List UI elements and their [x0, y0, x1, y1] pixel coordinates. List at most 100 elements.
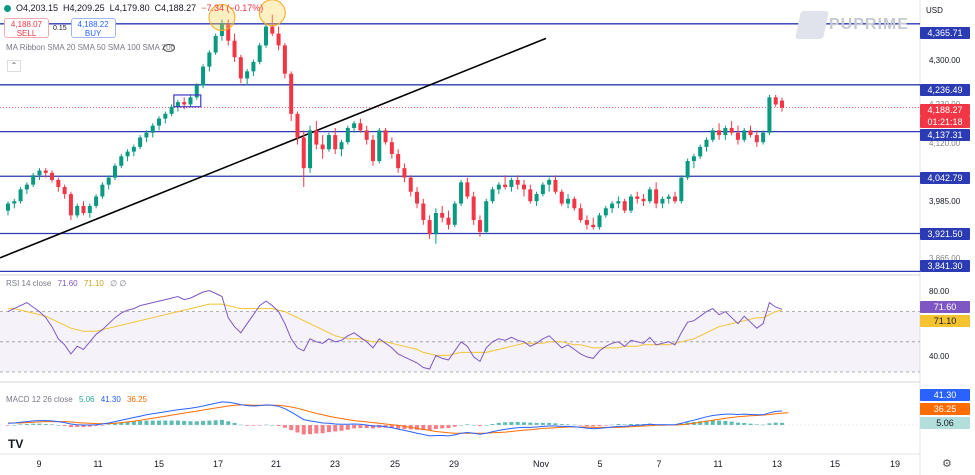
- trendline[interactable]: [0, 37, 547, 259]
- candle-body: [471, 196, 476, 221]
- rsi-band: [0, 311, 920, 373]
- macd-histogram-bar: [62, 425, 67, 427]
- macd-histogram-bar: [333, 425, 338, 432]
- level-badge[interactable]: 4,137.31: [920, 129, 970, 141]
- candle-body: [540, 184, 545, 195]
- candle-body: [459, 182, 464, 204]
- candle-body: [717, 130, 722, 136]
- macd-histogram-bar: [81, 425, 86, 428]
- candle-body: [383, 130, 388, 143]
- candle-body: [735, 132, 740, 140]
- rsi-badge: 71.60: [920, 301, 970, 313]
- level-badge[interactable]: 4,236.49: [920, 84, 970, 96]
- candle-body: [358, 123, 363, 131]
- candle-body: [396, 153, 401, 169]
- settings-icon[interactable]: ⚙: [942, 458, 952, 470]
- candle-body: [780, 100, 784, 108]
- macd-histogram-bar: [729, 421, 734, 425]
- candle-body: [43, 170, 48, 173]
- ohlc-close: C4,188.27: [154, 3, 197, 13]
- macd-histogram-bar: [591, 425, 596, 427]
- macd-histogram-bar: [94, 425, 99, 427]
- macd-badge: 41.30: [920, 389, 970, 401]
- candle-body: [421, 203, 426, 221]
- price-tick: 3,865.00: [929, 254, 961, 263]
- sell-button[interactable]: 4,188.07 SELL: [4, 18, 49, 38]
- rsi-ma-badge: 71.10: [920, 315, 970, 327]
- candle-body: [157, 118, 162, 126]
- candle-body: [654, 189, 659, 204]
- candle-body: [201, 66, 206, 86]
- tradingview-logo[interactable]: TV: [8, 437, 24, 451]
- macd-histogram-bar: [440, 425, 445, 429]
- price-tick: 3,985.00: [929, 197, 961, 206]
- candle-body: [226, 24, 231, 41]
- time-tick-label: 11: [93, 459, 103, 469]
- level-badge[interactable]: 3,921.50: [920, 228, 970, 240]
- rsi-band-fill: [0, 311, 920, 372]
- candle-body: [264, 26, 268, 46]
- candle-body: [138, 137, 143, 147]
- ohlc-open: O4,203.15: [16, 3, 59, 13]
- macd-legend[interactable]: MACD 12 26 close 5.06 41.30 36.25: [6, 395, 147, 404]
- candle-body: [320, 144, 325, 150]
- macd-histogram-bar: [56, 425, 61, 426]
- rsi-legend[interactable]: RSI 14 close 71.60 71.10 ∅ ∅: [6, 279, 126, 288]
- puprime-logo-icon: [795, 11, 829, 39]
- level-badge[interactable]: 4,365.71: [920, 27, 970, 39]
- macd-histogram-bar: [742, 422, 747, 425]
- level-badge[interactable]: 4,042.79: [920, 172, 970, 184]
- macd-histogram-bar: [12, 425, 17, 426]
- macd-histogram-bar: [503, 422, 508, 425]
- candle-body: [131, 146, 136, 152]
- ma-ribbon-label[interactable]: MA Ribbon SMA 20 SMA 50 SMA 100 SMA 200: [6, 43, 175, 52]
- macd-histogram-bar: [43, 423, 48, 425]
- macd-histogram-bar: [358, 425, 363, 429]
- candle-body: [704, 139, 709, 147]
- candle-body: [742, 130, 747, 140]
- macd-histogram-bar: [704, 420, 709, 425]
- rsi-extra: ∅ ∅: [110, 279, 127, 288]
- level-badge[interactable]: 3,841.30: [920, 260, 970, 272]
- rsi-ma-value: 71.10: [83, 279, 104, 288]
- candle-body: [169, 106, 174, 114]
- candle-body: [270, 26, 275, 34]
- macd-histogram-bar: [282, 425, 287, 428]
- macd-histogram-bar: [477, 425, 482, 427]
- macd-histogram-bar: [106, 424, 111, 425]
- candle-body: [635, 196, 640, 199]
- collapse-icon[interactable]: ⌃: [7, 60, 21, 72]
- macd-histogram-bar: [232, 422, 237, 425]
- time-tick-label: 23: [329, 459, 341, 469]
- macd-histogram-bar: [628, 423, 633, 425]
- macd-histogram-bar: [37, 423, 42, 425]
- hist-badge: 5.06: [920, 417, 970, 429]
- candle-body: [182, 102, 187, 105]
- macd-histogram-bar: [534, 422, 539, 425]
- macd-histogram-bar: [415, 425, 420, 430]
- annotations[interactable]: [173, 0, 286, 108]
- candle-body: [364, 130, 369, 140]
- macd-histogram-bar: [188, 421, 193, 425]
- candle-body: [452, 203, 457, 225]
- macd-histogram-bar: [622, 424, 627, 425]
- time-tick-label: Nov: [532, 459, 550, 469]
- signal-line: [8, 404, 789, 434]
- brand-name: PUPRIME: [829, 16, 909, 33]
- candle-body: [748, 130, 753, 136]
- currency-label[interactable]: USD: [926, 6, 943, 15]
- candle-body: [326, 135, 331, 150]
- eye-icon[interactable]: [163, 44, 175, 52]
- macd-histogram-bar: [144, 420, 149, 425]
- candle-body: [251, 61, 256, 72]
- macd-histogram-bar: [767, 423, 772, 425]
- horizontal-levels[interactable]: [0, 23, 920, 273]
- market-status-icon: [4, 4, 11, 12]
- candle-body: [616, 201, 621, 204]
- buy-button[interactable]: 4,188.22 BUY: [70, 18, 116, 38]
- candle-body: [509, 179, 514, 188]
- rsi-label: RSI 14 close: [6, 279, 52, 288]
- macd-histogram-bar: [264, 424, 268, 426]
- candle-body: [194, 85, 199, 98]
